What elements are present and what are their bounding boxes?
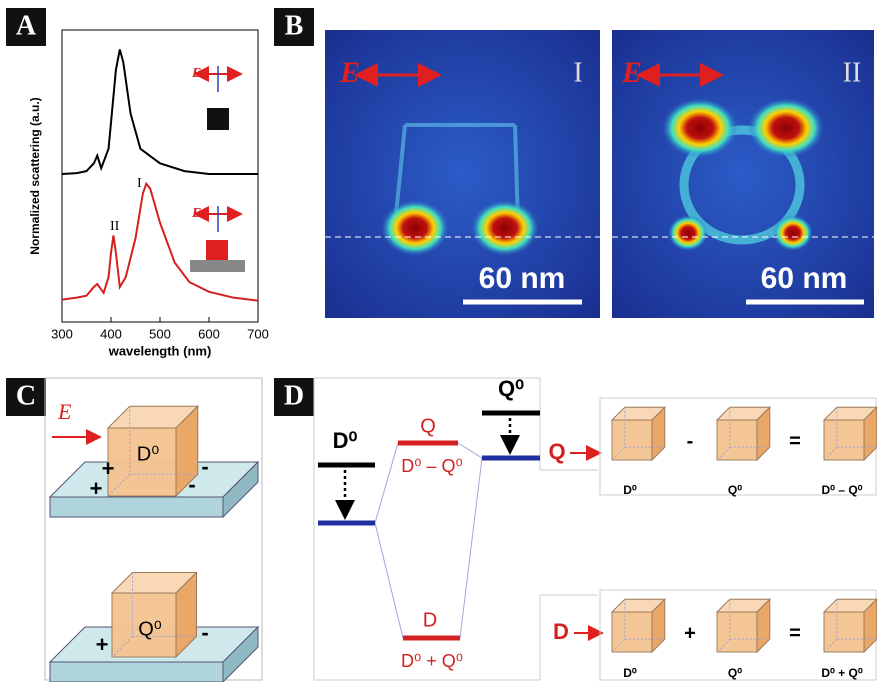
substrate-front: [50, 497, 223, 517]
operator: =: [789, 622, 801, 644]
substrate-front: [50, 662, 223, 682]
figure: A B C D wavelength (nm) Normalized scatt…: [0, 0, 877, 682]
scale-label: 60 nm: [479, 262, 566, 295]
cube-label: Q⁰: [138, 618, 162, 640]
term-label: D⁰: [623, 483, 637, 497]
term-label: D⁰ + Q⁰: [821, 666, 862, 680]
y-axis-label: Normalized scattering (a.u.): [28, 97, 42, 254]
map-label: I: [573, 57, 582, 88]
term-label: D⁰ – Q⁰: [822, 483, 863, 497]
peak-label: II: [110, 219, 120, 234]
particle: [206, 240, 228, 260]
x-tick-label: 700: [247, 326, 269, 341]
charge: +: [96, 632, 109, 657]
operator: =: [789, 430, 801, 452]
x-tick-label: 600: [198, 326, 220, 341]
field-label: E: [57, 399, 72, 424]
term-label: Q⁰: [728, 666, 742, 680]
level-label: Q: [420, 415, 436, 437]
mode-label: D: [553, 619, 569, 644]
panel-label: C: [16, 380, 36, 411]
particle: [207, 108, 229, 130]
field-map: E I 60 nm: [325, 30, 600, 318]
x-tick-label: 500: [149, 326, 171, 341]
hotspot: [662, 98, 738, 158]
operator: -: [687, 430, 694, 452]
spectrum-line: [62, 184, 258, 301]
x-tick-label: 400: [100, 326, 122, 341]
substrate: [190, 260, 245, 272]
level-label: Q⁰: [498, 376, 524, 401]
cube-panel: ED⁰++--Q⁰+-: [50, 399, 258, 682]
level-label: D⁰: [333, 428, 358, 453]
panel-label: A: [16, 10, 37, 41]
charge: -: [201, 454, 208, 479]
hotspot: [668, 215, 708, 251]
hotspot: [773, 215, 813, 251]
panel-label: D: [284, 380, 304, 411]
panel-label: B: [285, 10, 304, 41]
field-map: E II 60 nm: [612, 30, 874, 318]
operator: +: [684, 622, 696, 644]
hotspot: [471, 200, 539, 256]
spectrum-panel: wavelength (nm) Normalized scattering (a…: [28, 30, 269, 358]
charge: -: [188, 472, 195, 497]
field-label: E: [621, 56, 642, 89]
x-axis-label: wavelength (nm): [108, 343, 212, 358]
peak-label: I: [137, 176, 142, 191]
hotspot: [381, 200, 449, 256]
charge: +: [102, 456, 115, 481]
term-label: Q⁰: [728, 483, 742, 497]
level-label: D: [423, 609, 437, 631]
energy-diagram: D⁰ Q D⁰ – Q⁰ Q⁰ D D⁰ + Q⁰ Q D D⁰ Q⁰ D⁰ – Q…: [314, 376, 877, 680]
x-tick-label: 300: [51, 326, 73, 341]
term-label: D⁰: [623, 666, 637, 680]
charge: +: [90, 476, 103, 501]
field-label: E: [339, 56, 360, 89]
cube-label: D⁰: [137, 443, 159, 465]
scale-label: 60 nm: [761, 262, 848, 295]
charge: -: [201, 620, 208, 645]
mode-label: Q: [548, 439, 565, 464]
map-label: II: [843, 57, 862, 88]
level-label: D⁰ – Q⁰: [401, 456, 462, 476]
hotspot: [748, 98, 824, 158]
field-label: E: [191, 206, 201, 221]
field-label: E: [191, 66, 201, 81]
level-label: D⁰ + Q⁰: [401, 651, 463, 671]
